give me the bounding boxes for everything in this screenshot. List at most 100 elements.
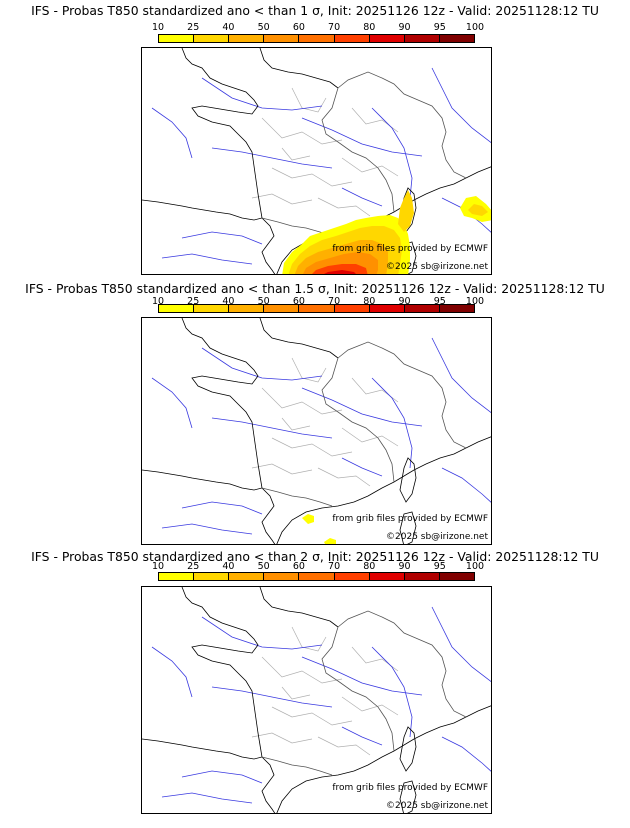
department-border bbox=[291, 357, 327, 383]
colorbar-segment bbox=[264, 573, 300, 580]
tick-label: 70 bbox=[328, 296, 341, 307]
river bbox=[431, 67, 491, 143]
colorbar-segment bbox=[334, 35, 370, 42]
tick-label: 25 bbox=[187, 22, 200, 33]
river bbox=[341, 726, 383, 746]
coastline bbox=[261, 487, 276, 544]
coastline bbox=[276, 705, 491, 813]
coastline bbox=[261, 217, 276, 274]
river bbox=[181, 501, 263, 515]
tick-label: 25 bbox=[187, 561, 200, 572]
colorbar-segment bbox=[439, 35, 474, 42]
river bbox=[181, 231, 263, 245]
coastline bbox=[259, 318, 339, 359]
department-border bbox=[281, 686, 311, 700]
river bbox=[211, 686, 333, 708]
river bbox=[211, 147, 333, 169]
prob-area-yellow-small bbox=[302, 514, 314, 524]
colorbar-segment bbox=[334, 573, 370, 580]
colorbar-segment bbox=[299, 573, 335, 580]
department-border bbox=[281, 417, 311, 431]
department-border bbox=[251, 193, 313, 205]
panel-title: IFS - Probas T850 standardized ano < tha… bbox=[31, 3, 599, 18]
colorbar bbox=[158, 572, 475, 581]
river bbox=[441, 467, 491, 503]
colorbar-segment bbox=[369, 573, 405, 580]
copyright-credit: ©2025 sb@irizone.net bbox=[386, 532, 488, 542]
island-corsica bbox=[399, 457, 417, 503]
colorbar-segment bbox=[369, 305, 405, 312]
tick-label: 50 bbox=[257, 22, 270, 33]
tick-label: 90 bbox=[398, 561, 411, 572]
river bbox=[371, 107, 413, 199]
source-credit: from grib files provided by ECMWF bbox=[332, 244, 488, 254]
river bbox=[151, 377, 193, 429]
department-border bbox=[341, 696, 399, 716]
river bbox=[201, 616, 323, 650]
department-border bbox=[351, 646, 399, 672]
source-credit: from grib files provided by ECMWF bbox=[332, 514, 488, 524]
colorbar bbox=[158, 304, 475, 313]
coastline bbox=[259, 587, 339, 628]
map-area: from grib files provided by ECMWF ©2025 … bbox=[141, 586, 492, 814]
colorbar-segment bbox=[229, 305, 265, 312]
department-border bbox=[251, 463, 313, 475]
coastline bbox=[259, 48, 339, 89]
river bbox=[161, 792, 253, 804]
tick-label: 40 bbox=[222, 22, 235, 33]
coastline bbox=[142, 48, 263, 221]
panel-title: IFS - Probas T850 standardized ano < tha… bbox=[25, 281, 605, 296]
tick-label: 10 bbox=[151, 561, 165, 572]
tick-label: 90 bbox=[398, 22, 411, 33]
colorbar-segment bbox=[404, 305, 440, 312]
colorbar-segment bbox=[159, 35, 195, 42]
tick-label: 60 bbox=[292, 296, 305, 307]
tick-label: 40 bbox=[222, 296, 235, 307]
tick-label: 95 bbox=[433, 296, 446, 307]
prob-area-corsica bbox=[398, 190, 414, 232]
river bbox=[301, 117, 423, 157]
department-border bbox=[251, 732, 313, 744]
colorbar-segment bbox=[159, 573, 195, 580]
colorbar-ticks: 10 25 40 50 60 70 80 90 95 100 bbox=[152, 22, 484, 34]
colorbar-ticks: 10 25 40 50 60 70 80 90 95 100 bbox=[152, 561, 484, 573]
department-border bbox=[291, 87, 327, 113]
colorbar-segment bbox=[159, 305, 195, 312]
probability-overlay bbox=[302, 514, 336, 544]
national-border bbox=[321, 71, 467, 213]
tick-label: 90 bbox=[398, 296, 411, 307]
river bbox=[151, 646, 193, 698]
colorbar-segment bbox=[264, 35, 300, 42]
department-border bbox=[271, 437, 353, 457]
river bbox=[201, 347, 323, 381]
map-panel-2: IFS - Probas T850 standardized ano < tha… bbox=[0, 270, 630, 547]
tick-label: 80 bbox=[363, 561, 376, 572]
source-credit: from grib files provided by ECMWF bbox=[332, 783, 488, 793]
river bbox=[201, 77, 323, 111]
colorbar-segment bbox=[299, 35, 335, 42]
river bbox=[341, 187, 383, 207]
tick-label: 50 bbox=[257, 561, 270, 572]
national-border bbox=[321, 610, 467, 752]
national-border bbox=[321, 341, 467, 483]
tick-label: 10 bbox=[151, 22, 165, 33]
probability-overlay bbox=[282, 190, 491, 274]
colorbar-segment bbox=[299, 305, 335, 312]
map-area: from grib files provided by ECMWF ©2025 … bbox=[141, 47, 492, 275]
river bbox=[301, 656, 423, 696]
tick-label: 70 bbox=[328, 561, 341, 572]
tick-label: 25 bbox=[187, 296, 200, 307]
colorbar-segment bbox=[194, 305, 230, 312]
map-panel-1: IFS - Probas T850 standardized ano < tha… bbox=[0, 0, 630, 277]
copyright-credit: ©2025 sb@irizone.net bbox=[386, 262, 488, 272]
map-area: from grib files provided by ECMWF ©2025 … bbox=[141, 317, 492, 545]
island-sardinia bbox=[399, 780, 417, 813]
colorbar bbox=[158, 34, 475, 43]
colorbar-segment bbox=[439, 573, 474, 580]
river bbox=[371, 377, 413, 469]
tick-label: 70 bbox=[328, 22, 341, 33]
map-panel-3: IFS - Probas T850 standardized ano < tha… bbox=[0, 540, 630, 828]
panel-title: IFS - Probas T850 standardized ano < tha… bbox=[31, 549, 599, 564]
coastline bbox=[261, 756, 276, 813]
river bbox=[161, 523, 253, 535]
